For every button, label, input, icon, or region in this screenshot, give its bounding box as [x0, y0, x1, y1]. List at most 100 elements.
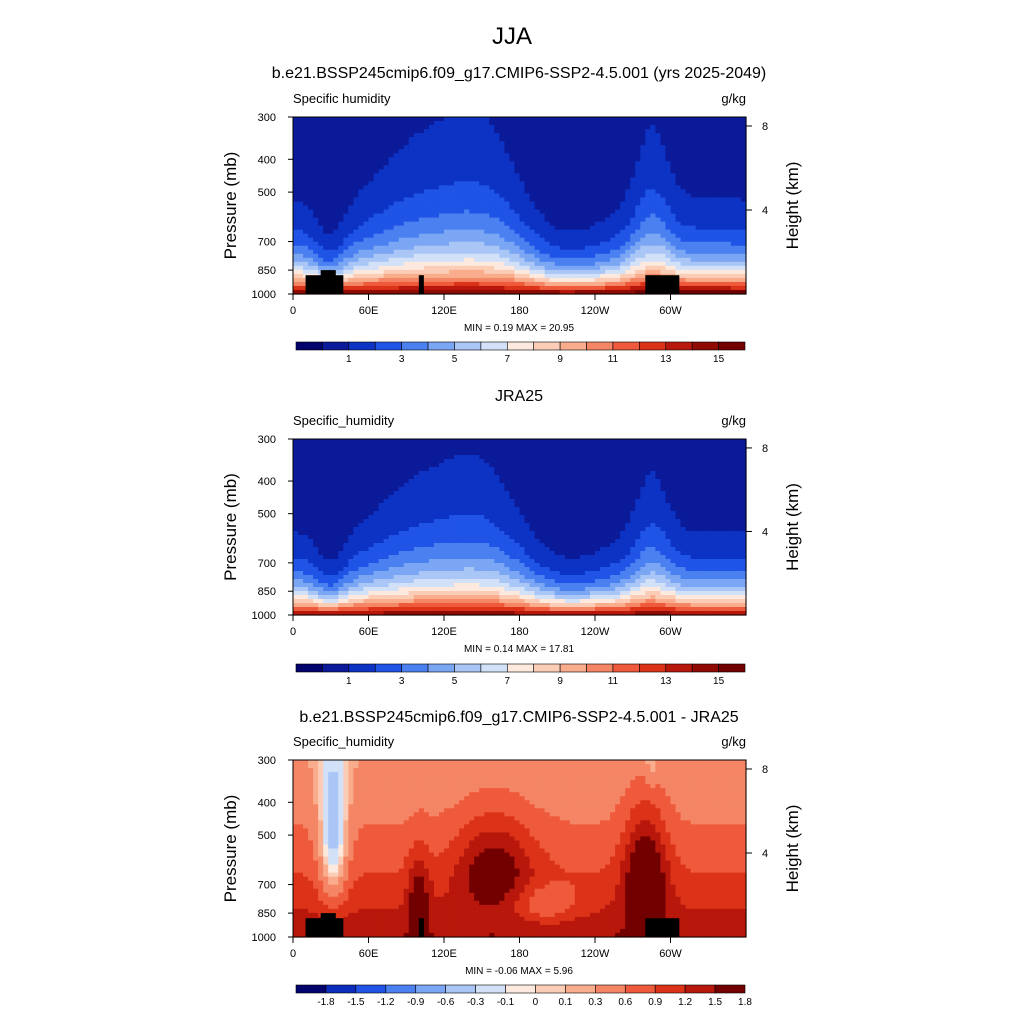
- contour-cell: [564, 229, 571, 235]
- contour-cell: [615, 209, 621, 215]
- contour-cell: [665, 177, 672, 182]
- contour-cell: [348, 153, 354, 158]
- topography-mask: [645, 275, 680, 294]
- contour-cell: [323, 261, 329, 267]
- contour-cell: [368, 253, 375, 259]
- contour-cell: [308, 591, 314, 596]
- contour-cell: [519, 265, 526, 271]
- contour-cell: [308, 603, 314, 608]
- contour-cell: [564, 225, 571, 231]
- contour-cell: [338, 257, 344, 263]
- contour-cell: [534, 121, 541, 126]
- contour-cell: [635, 197, 641, 203]
- contour-cell: [474, 249, 480, 255]
- contour-cell: [428, 189, 435, 195]
- contour-cell: [474, 181, 480, 186]
- contour-cell: [655, 201, 662, 207]
- contour-cell: [474, 197, 480, 203]
- contour-cell: [433, 173, 440, 178]
- contour-cell: [690, 137, 697, 142]
- contour-cell: [670, 129, 677, 134]
- contour-cell: [675, 209, 682, 215]
- contour-cell: [685, 137, 692, 142]
- contour-cell: [298, 257, 304, 263]
- contour-cell: [403, 137, 410, 142]
- contour-cell: [660, 229, 667, 235]
- contour-cell: [303, 511, 309, 516]
- contour-cell: [303, 595, 309, 600]
- contour-cell: [293, 591, 299, 596]
- contour-cell: [640, 129, 646, 134]
- contour-cell: [303, 599, 309, 604]
- contour-cell: [368, 265, 375, 271]
- contour-cell: [348, 587, 354, 592]
- contour-cell: [444, 221, 450, 227]
- contour-cell: [474, 141, 480, 146]
- contour-cell: [303, 483, 309, 488]
- contour-cell: [579, 281, 586, 287]
- contour-cell: [338, 555, 344, 560]
- contour-cell: [549, 273, 556, 279]
- contour-cell: [579, 177, 586, 182]
- contour-cell: [348, 141, 354, 146]
- contour-cell: [675, 249, 682, 255]
- contour-cell: [509, 197, 516, 203]
- contour-cell: [388, 571, 395, 576]
- contour-cell: [308, 507, 314, 512]
- contour-cell: [564, 161, 571, 166]
- contour-cell: [630, 289, 636, 295]
- contour-cell: [665, 209, 672, 215]
- contour-cell: [680, 133, 687, 138]
- contour-cell: [449, 253, 455, 259]
- contour-cell: [605, 181, 611, 186]
- contour-cell: [489, 145, 495, 150]
- contour-cell: [398, 217, 405, 223]
- contour-cell: [725, 145, 732, 150]
- contour-cell: [398, 205, 405, 211]
- contour-cell: [398, 507, 405, 512]
- contour-cell: [509, 149, 516, 154]
- contour-cell: [328, 539, 334, 544]
- contour-cell: [504, 289, 511, 295]
- contour-cell: [620, 209, 626, 215]
- contour-cell: [655, 129, 662, 134]
- contour-cell: [524, 285, 531, 291]
- contour-cell: [459, 265, 465, 271]
- contour-cell: [650, 117, 656, 122]
- contour-cell: [338, 551, 344, 556]
- contour-cell: [343, 249, 349, 255]
- contour-cell: [358, 579, 365, 584]
- contour-cell: [328, 125, 334, 130]
- contour-cell: [353, 129, 360, 134]
- contour-cell: [640, 237, 646, 243]
- contour-cell: [298, 535, 304, 540]
- contour-cell: [685, 233, 692, 239]
- contour-cell: [529, 133, 536, 138]
- contour-cell: [298, 281, 304, 287]
- contour-cell: [519, 181, 526, 186]
- contour-cell: [730, 273, 737, 279]
- contour-cell: [579, 221, 586, 227]
- contour-cell: [378, 185, 385, 191]
- contour-cell: [343, 475, 349, 480]
- contour-cell: [479, 205, 485, 211]
- contour-cell: [705, 261, 712, 267]
- contour-cell: [348, 531, 354, 536]
- contour-cell: [675, 225, 682, 231]
- contour-cell: [740, 221, 747, 227]
- contour-cell: [534, 233, 541, 239]
- contour-cell: [378, 507, 385, 512]
- contour-cell: [444, 185, 450, 191]
- contour-cell: [625, 265, 631, 271]
- contour-cell: [423, 189, 430, 195]
- contour-cell: [338, 153, 344, 158]
- contour-cell: [363, 213, 370, 219]
- contour-cell: [368, 205, 375, 211]
- contour-cell: [650, 245, 656, 251]
- contour-cell: [393, 225, 400, 231]
- contour-cell: [474, 189, 480, 195]
- contour-cell: [358, 165, 365, 170]
- contour-cell: [469, 285, 475, 291]
- contour-cell: [544, 213, 551, 219]
- contour-cell: [363, 149, 370, 154]
